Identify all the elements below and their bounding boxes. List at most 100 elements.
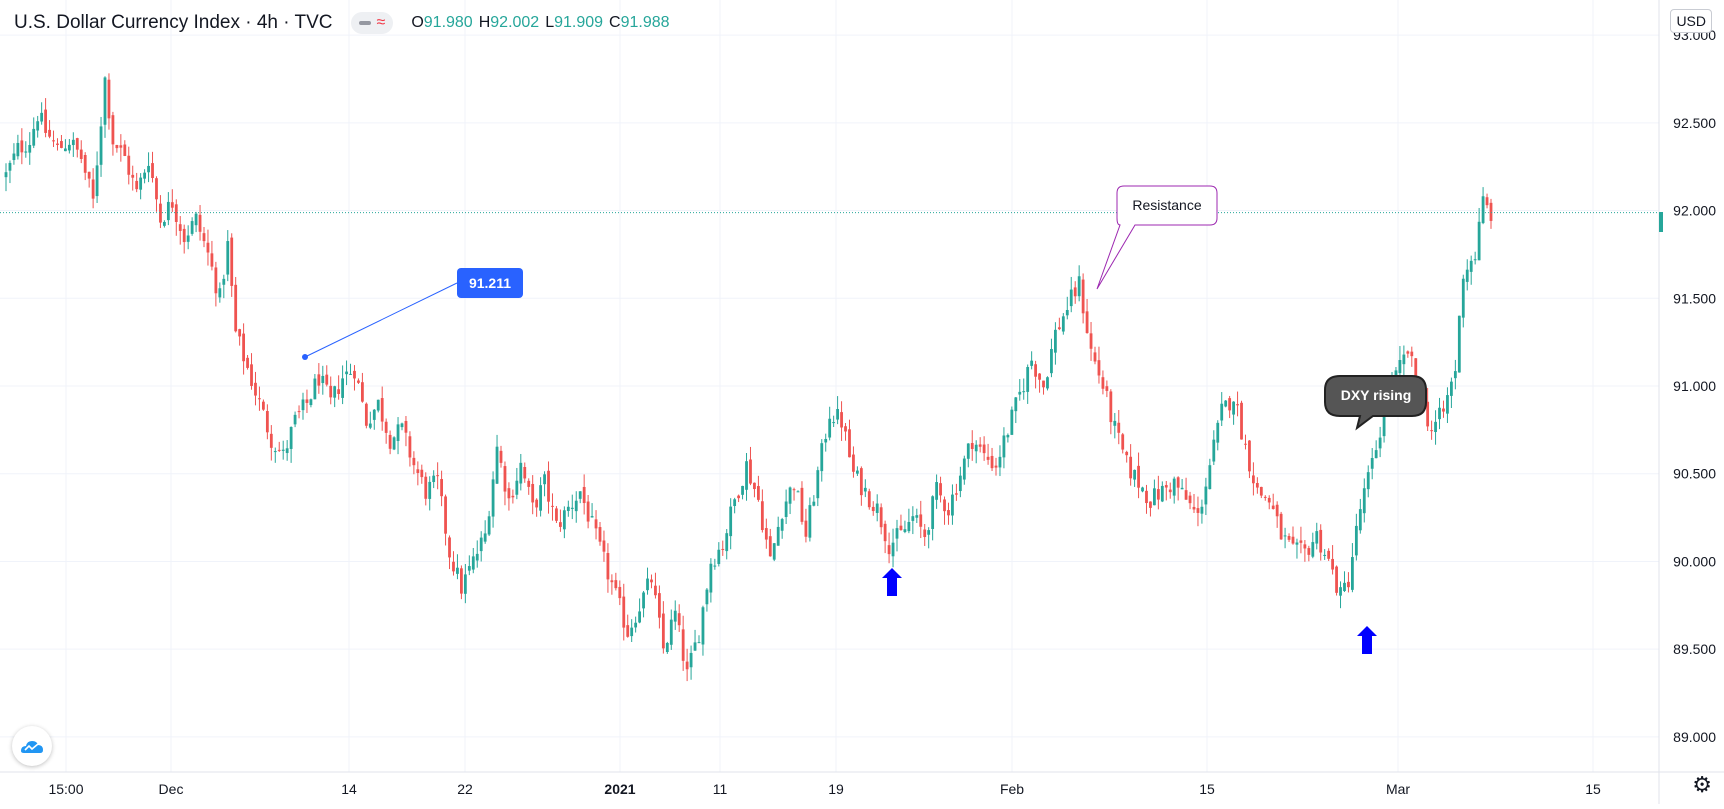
candle-body	[764, 528, 768, 540]
candle-body	[91, 179, 95, 199]
candle-body	[1061, 316, 1065, 332]
candle-body	[566, 506, 570, 512]
candle-body	[155, 178, 158, 200]
candle-body	[1196, 508, 1200, 513]
candle-body	[1255, 482, 1259, 488]
candle-body	[222, 278, 226, 285]
candle-body	[836, 409, 839, 420]
candle-body	[665, 642, 669, 653]
candle-body	[384, 421, 388, 433]
candle-body	[701, 607, 705, 645]
candle-body	[931, 496, 935, 529]
candle-body	[800, 487, 804, 522]
candle-body	[1109, 391, 1113, 423]
candle-body	[313, 378, 317, 400]
candle-body	[832, 422, 836, 424]
candle-body	[56, 143, 59, 145]
candle-body	[887, 545, 891, 555]
candle-body	[99, 126, 103, 165]
candle-body	[970, 443, 974, 449]
candle-body	[475, 553, 479, 561]
candle-body	[1129, 456, 1133, 479]
candle-body	[812, 501, 816, 506]
candle-body	[357, 380, 360, 383]
candle-body	[515, 480, 519, 495]
price-callout-anchor[interactable]	[302, 354, 308, 360]
candle-body	[1374, 450, 1378, 459]
x-tick-label: 14	[341, 781, 357, 797]
dxy-label: DXY rising	[1341, 387, 1412, 403]
candle-body	[432, 475, 436, 483]
candle-body	[12, 153, 16, 161]
candle-body	[622, 596, 626, 628]
candle-body	[669, 619, 673, 645]
candle-body	[392, 437, 396, 450]
dxy-callout[interactable]	[1324, 375, 1427, 431]
candle-body	[194, 213, 198, 226]
tradingview-logo-icon[interactable]	[12, 726, 52, 766]
candle-body	[1168, 489, 1172, 493]
candle-body	[1252, 475, 1255, 484]
candle-body	[467, 566, 471, 571]
x-tick-label: Feb	[1000, 781, 1024, 797]
currency-tag[interactable]: USD	[1670, 9, 1712, 33]
y-tick-label: 90.500	[1673, 466, 1716, 482]
candle-body	[681, 629, 685, 661]
candle-body	[729, 506, 733, 537]
candle-body	[1026, 367, 1030, 392]
candle-body	[48, 129, 51, 137]
candle-body	[1050, 348, 1053, 374]
candle-body	[1236, 404, 1239, 406]
candle-body	[883, 523, 887, 542]
candle-body	[289, 426, 293, 449]
candle-body	[301, 399, 305, 411]
price-callout-line	[304, 282, 458, 358]
candle-body	[1121, 434, 1125, 450]
candle-body	[143, 172, 146, 179]
candle-body	[353, 370, 356, 379]
up-arrow-icon	[882, 568, 902, 596]
candle-body	[1117, 422, 1121, 433]
candle-body	[1358, 509, 1362, 531]
candle-body	[1299, 540, 1303, 543]
settings-gear-icon[interactable]: ⚙	[1692, 772, 1712, 797]
resistance-callout[interactable]	[1096, 185, 1218, 290]
candle-body	[1065, 309, 1069, 316]
candle-body	[721, 548, 725, 550]
candle-body	[891, 542, 895, 557]
candle-body	[131, 174, 135, 178]
series-toggle[interactable]: ≈	[350, 12, 394, 34]
price-callout-box[interactable]	[457, 268, 523, 298]
wave-icon: ≈	[376, 14, 386, 31]
candle-body	[250, 364, 253, 386]
candle-body	[598, 527, 602, 542]
candle-body	[1430, 430, 1433, 432]
candle-body	[170, 202, 174, 208]
candle-body	[1473, 259, 1477, 261]
candle-body	[1382, 408, 1386, 437]
y-tick-label: 89.000	[1673, 729, 1716, 745]
candle-body	[733, 499, 737, 507]
candle-body	[1014, 397, 1018, 412]
y-tick-label: 90.000	[1673, 553, 1716, 569]
candle-body	[139, 177, 143, 190]
candle-body	[994, 465, 998, 468]
candle-body	[206, 242, 210, 253]
resistance-label: Resistance	[1132, 197, 1201, 213]
candle-body	[1406, 351, 1410, 354]
symbol-legend: U.S. Dollar Currency Index · 4h · TVC ≈ …	[14, 11, 676, 35]
candle-body	[1351, 557, 1354, 590]
candle-body	[64, 148, 67, 152]
candle-body	[705, 589, 709, 605]
candle-body	[713, 565, 717, 567]
last-price-marker	[1659, 212, 1663, 232]
symbol-title[interactable]: U.S. Dollar Currency Index · 4h · TVC	[14, 12, 333, 33]
candle-body	[79, 149, 83, 159]
candle-body	[135, 180, 139, 190]
candle-body	[1489, 202, 1493, 221]
candle-body	[1378, 437, 1382, 449]
candle-body	[768, 536, 772, 557]
candle-body	[503, 466, 507, 492]
